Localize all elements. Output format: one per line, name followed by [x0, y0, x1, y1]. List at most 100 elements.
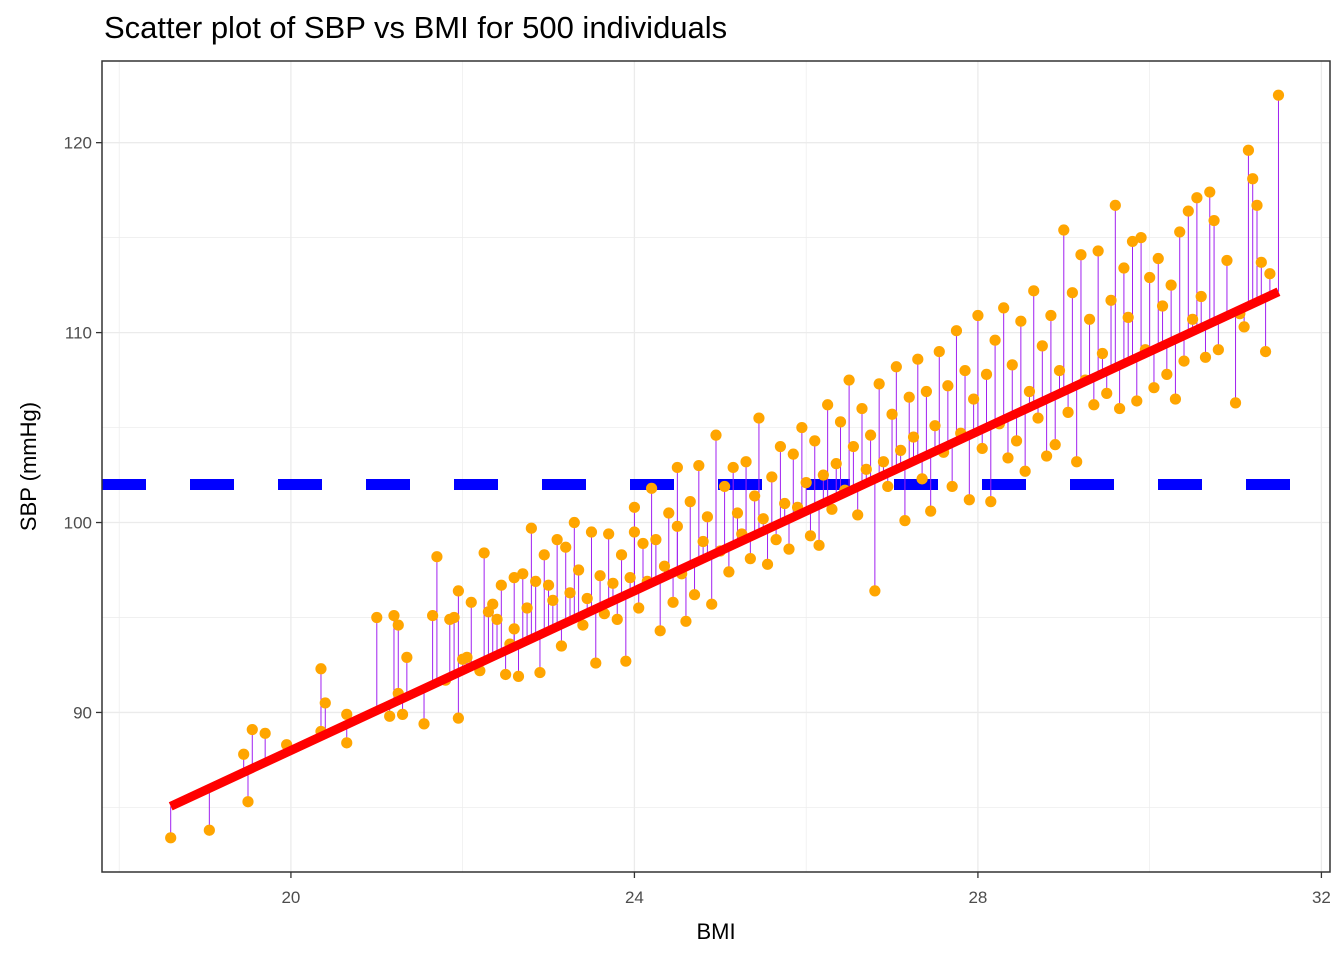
data-point [1152, 252, 1164, 265]
data-point [830, 458, 842, 470]
data-point [671, 520, 683, 532]
x-tick-label: 20 [281, 888, 300, 907]
data-point [950, 325, 963, 337]
x-tick-label: 24 [625, 888, 644, 907]
data-point [628, 501, 641, 513]
data-point [912, 353, 924, 365]
data-point [392, 619, 404, 631]
data-point [761, 558, 774, 570]
data-point [611, 613, 623, 625]
regression-line-segment [168, 287, 1281, 811]
data-point [620, 655, 632, 667]
data-point [534, 666, 546, 679]
data-point [856, 402, 868, 415]
data-point [942, 380, 954, 392]
data-point [1041, 450, 1053, 462]
data-point [238, 748, 250, 760]
data-point [753, 412, 765, 424]
data-point [766, 471, 778, 483]
data-point [809, 435, 821, 447]
data-point [658, 560, 671, 572]
data-point [727, 461, 739, 474]
data-point [547, 594, 559, 607]
data-point [847, 440, 859, 453]
data-point [564, 587, 576, 599]
panel-border [101, 60, 1331, 873]
data-point [1221, 254, 1233, 267]
data-point [1032, 412, 1044, 424]
data-point [877, 456, 890, 468]
data-point [1126, 235, 1139, 248]
data-point [1075, 249, 1087, 261]
data-point [1109, 199, 1121, 211]
data-point [517, 568, 529, 580]
data-point [242, 796, 254, 808]
data-point [817, 469, 829, 481]
data-point [843, 374, 855, 386]
data-point [401, 651, 413, 663]
data-point [1255, 256, 1267, 268]
data-point [1083, 313, 1096, 325]
x-tick-label: 28 [968, 888, 987, 907]
data-point [779, 497, 791, 510]
x-axis-title: BMI [696, 919, 735, 944]
data-point [427, 609, 439, 622]
data-point [1105, 294, 1117, 306]
data-point [1204, 186, 1216, 198]
data-point [371, 611, 383, 624]
data-point [1062, 406, 1074, 418]
data-point [1195, 290, 1207, 303]
data-point [718, 480, 731, 493]
data-point [980, 368, 993, 380]
y-tick-label: 110 [65, 324, 92, 343]
data-point [946, 480, 958, 493]
data-point [882, 480, 894, 493]
data-point [542, 579, 555, 591]
data-point [968, 393, 980, 405]
data-point [431, 551, 443, 563]
data-point [723, 566, 735, 578]
data-point [680, 615, 692, 627]
data-point [594, 570, 606, 582]
data-point [757, 513, 769, 525]
data-point [1088, 399, 1100, 411]
data-point [929, 420, 941, 432]
data-point [1122, 311, 1134, 324]
data-point [500, 668, 512, 681]
data-point [667, 596, 679, 608]
data-point [461, 651, 473, 663]
data-point [886, 408, 898, 420]
data-point [693, 459, 705, 472]
data-point [890, 361, 902, 373]
data-point [603, 528, 615, 540]
data-point [959, 364, 971, 377]
data-point [1174, 226, 1186, 238]
data-point [1182, 205, 1194, 217]
data-point [1144, 271, 1156, 284]
data-point [495, 579, 507, 591]
data-point [744, 553, 756, 565]
data-point [731, 507, 744, 519]
data-point [869, 585, 881, 597]
data-point [933, 345, 945, 358]
data-point [864, 429, 877, 441]
data-point [521, 602, 533, 614]
data-point [985, 496, 997, 508]
data-point [452, 585, 464, 597]
data-point [989, 334, 1001, 346]
data-point [684, 496, 696, 508]
data-point [1092, 245, 1104, 257]
data-point [418, 718, 430, 730]
data-point [530, 575, 542, 588]
data-point [1036, 340, 1048, 352]
axis-ticks: 20 24 28 32 90 100 110 120 [64, 134, 1331, 907]
data-point [491, 613, 503, 625]
data-point [770, 534, 782, 546]
data-point [452, 712, 464, 724]
data-point [701, 511, 714, 523]
data-point [998, 302, 1010, 314]
data-point [633, 602, 645, 614]
data-point [1169, 393, 1182, 405]
y-tick-label: 90 [73, 703, 92, 722]
